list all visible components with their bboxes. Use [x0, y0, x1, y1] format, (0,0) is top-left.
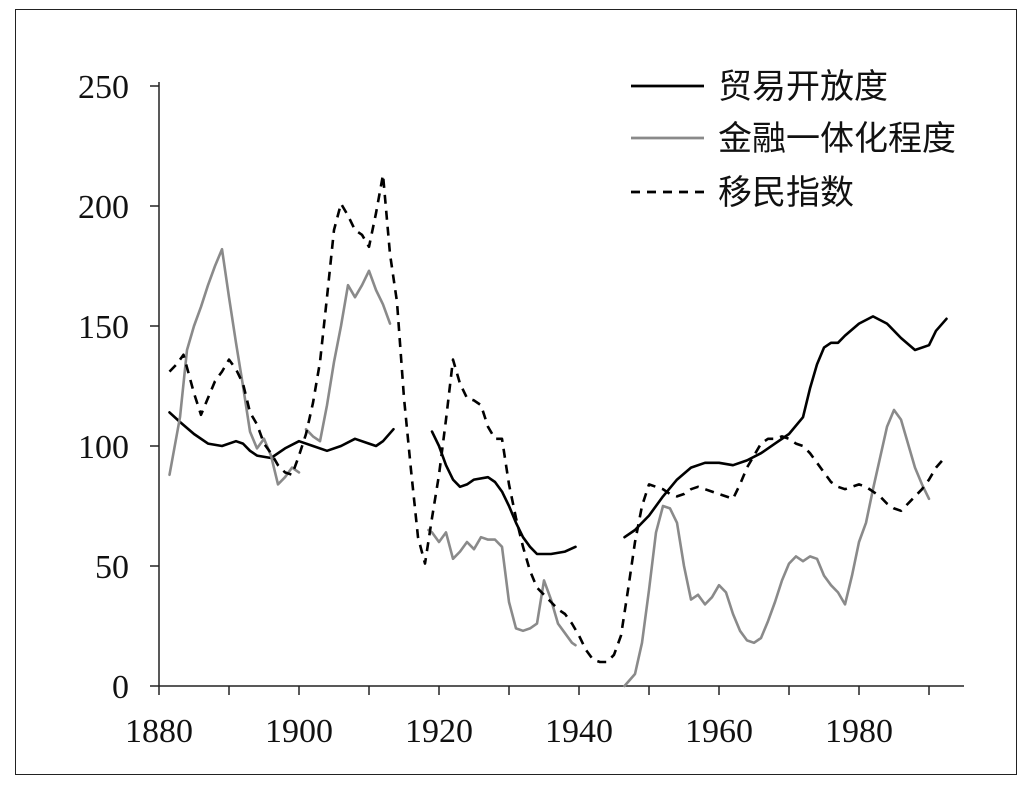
series-1-line-segment	[623, 315, 948, 539]
x-tick-label: 1940	[545, 713, 613, 750]
y-tick-label: 150	[78, 309, 129, 346]
chart-frame: 0 50 100 150 200 250 1880 1900 1920 1940 1960 1980 …	[15, 9, 1017, 775]
legend-label: 移民指数	[718, 173, 854, 213]
axes: 0 50 100 150 200 250 1880 1900 1920 1940 1960 1980	[78, 69, 964, 750]
x-tick-label: 1920	[405, 713, 473, 750]
series-2-line-segment	[168, 247, 301, 486]
series-2-line-segment	[427, 528, 577, 647]
series-1-line-segment	[168, 411, 395, 460]
legend-label: 贸易开放度	[718, 67, 888, 107]
x-tick-label: 1980	[825, 713, 893, 750]
y-tick-label: 250	[78, 69, 129, 106]
x-tick-label: 1960	[685, 713, 753, 750]
y-tick-label: 100	[78, 429, 129, 466]
y-tick-label: 50	[95, 549, 129, 586]
plot-lines	[168, 173, 948, 688]
legend-label: 金融一体化程度	[718, 119, 956, 159]
y-tick-label: 200	[78, 189, 129, 226]
series-2-line-segment	[304, 269, 392, 443]
x-tick-label: 1880	[125, 713, 193, 750]
series-3-line-segment	[168, 173, 948, 664]
y-tick-label: 0	[112, 669, 129, 706]
series-2-line-segment	[623, 408, 931, 688]
series-1-line-segment	[430, 430, 577, 556]
x-tick-label: 1900	[265, 713, 333, 750]
